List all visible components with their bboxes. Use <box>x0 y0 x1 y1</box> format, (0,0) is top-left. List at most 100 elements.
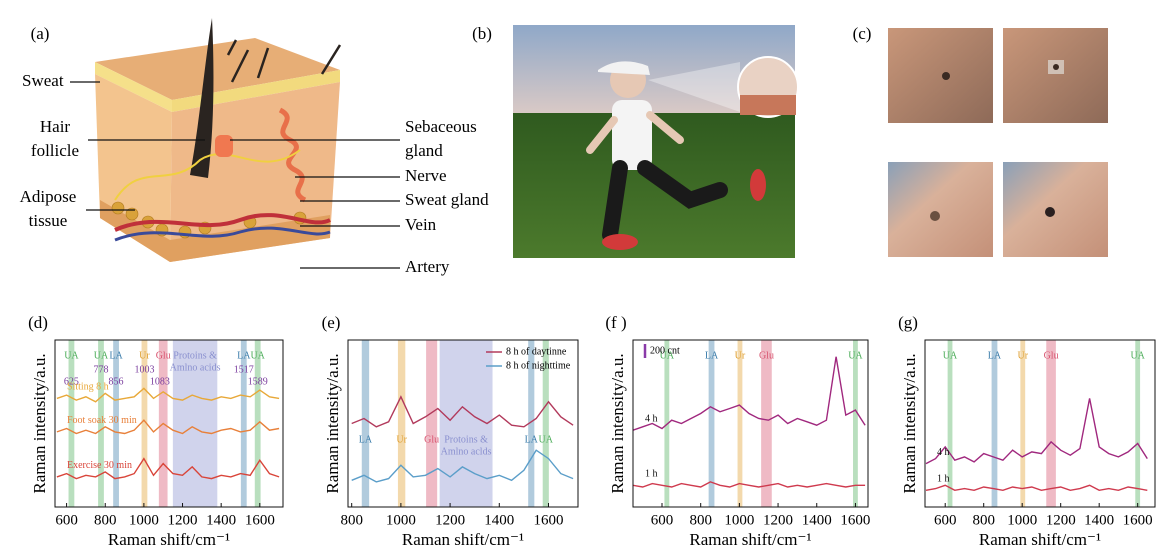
figure: (a) (b) (c) Sweat Hair follicle Adipose tissue S… <box>0 0 1158 551</box>
band <box>1046 340 1056 507</box>
band-label: Ur <box>735 350 746 361</box>
x-tick-label: 1000 <box>1007 512 1037 528</box>
peak-label: 1589 <box>248 376 268 387</box>
x-tick-label: 600 <box>651 512 674 528</box>
x-tick-label: 1400 <box>802 512 832 528</box>
band-label: Amlno acids <box>170 362 221 373</box>
band-label: Glu <box>156 350 171 361</box>
x-axis-label: Raman shift/cm⁻¹ <box>402 530 524 549</box>
x-tick-label: 1600 <box>1123 512 1153 528</box>
spectrum <box>926 485 1147 490</box>
band-label: LA <box>525 434 539 445</box>
series-label: 1 h <box>645 469 658 480</box>
peak-label: 856 <box>109 376 124 387</box>
x-tick-label: 1200 <box>168 512 198 528</box>
series-label: 4 h <box>937 447 950 458</box>
x-tick-label: 1400 <box>1084 512 1114 528</box>
spectrum <box>926 398 1147 463</box>
band-label: Protoins & <box>444 434 488 445</box>
band-label: UA <box>848 350 863 361</box>
x-tick-label: 600 <box>55 512 78 528</box>
annotation: Sweat gland <box>405 190 489 209</box>
x-tick-label: 1600 <box>245 512 275 528</box>
band-label: UA <box>943 350 958 361</box>
panel-label: (b) <box>472 24 492 43</box>
peak-label: 1083 <box>150 376 170 387</box>
band-label: Glu <box>759 350 774 361</box>
band <box>426 340 437 507</box>
band-label: UA <box>539 434 554 445</box>
band-label: Ur <box>396 434 407 445</box>
peak-label: 1517 <box>234 364 254 375</box>
scale-label: 200 cnt <box>650 345 680 356</box>
band-label: LA <box>705 350 719 361</box>
band-label: UA <box>94 350 109 361</box>
legend-label: 8 h of nighttime <box>506 360 571 371</box>
annotation: Hair <box>40 117 71 136</box>
x-tick-label: 1600 <box>840 512 870 528</box>
band <box>1020 340 1025 507</box>
series-label: 4 h <box>645 413 658 424</box>
annotation: Nerve <box>405 166 447 185</box>
x-tick-label: 1400 <box>484 512 514 528</box>
x-tick-label: 600 <box>934 512 957 528</box>
x-tick-label: 1000 <box>386 512 416 528</box>
x-tick-label: 800 <box>972 512 995 528</box>
x-tick-label: 1000 <box>129 512 159 528</box>
x-tick-label: 800 <box>689 512 712 528</box>
peak-label: 1003 <box>134 364 154 375</box>
annotation: Sebaceous <box>405 117 477 136</box>
x-tick-label: 1400 <box>206 512 236 528</box>
band-label: LA <box>237 350 251 361</box>
peak-label: 778 <box>93 364 108 375</box>
y-axis-label: Raman intensity/a.u. <box>323 353 342 493</box>
band-label: Ur <box>139 350 150 361</box>
panel-label: (d) <box>28 313 48 332</box>
band-label: UA <box>250 350 265 361</box>
band-label: LA <box>359 434 373 445</box>
annotation: Adipose <box>20 187 77 206</box>
band-label: LA <box>109 350 123 361</box>
band-label: LA <box>988 350 1002 361</box>
band <box>440 340 493 507</box>
band-label: Ur <box>1017 350 1028 361</box>
panel-label: (f ) <box>605 313 626 332</box>
x-tick-label: 1000 <box>724 512 754 528</box>
annotation: gland <box>405 141 443 160</box>
band-label: Protoins & <box>173 350 217 361</box>
band-label: Glu <box>424 434 439 445</box>
x-axis-label: Raman shift/cm⁻¹ <box>979 530 1101 549</box>
x-tick-label: 800 <box>94 512 117 528</box>
y-axis-label: Raman intensity/a.u. <box>900 353 919 493</box>
panel-label: (c) <box>853 24 872 43</box>
x-tick-label: 1200 <box>435 512 465 528</box>
series-label: Sitting 8 h <box>67 382 109 393</box>
band-label: UA <box>1130 350 1145 361</box>
x-axis-label: Raman shift/cm⁻¹ <box>108 530 230 549</box>
x-axis-label: Raman shift/cm⁻¹ <box>689 530 811 549</box>
x-tick-label: 800 <box>340 512 363 528</box>
band <box>1135 340 1140 507</box>
annotation: Sweat <box>22 71 64 90</box>
band <box>853 340 858 507</box>
panel-label: (a) <box>31 24 50 43</box>
panel-label: (e) <box>322 313 341 332</box>
band-label: Glu <box>1044 350 1059 361</box>
annotation: tissue <box>29 211 68 230</box>
annotation: follicle <box>31 141 79 160</box>
x-tick-label: 1600 <box>533 512 563 528</box>
y-axis-label: Raman intensity/a.u. <box>608 353 627 493</box>
band <box>738 340 743 507</box>
series-label: Foot soak 30 min <box>67 415 137 426</box>
y-axis-label: Raman intensity/a.u. <box>30 353 49 493</box>
photos <box>888 28 1108 257</box>
series-label: Exercise 30 min <box>67 460 132 471</box>
series-label: 1 h <box>937 474 950 485</box>
plot-frame <box>925 340 1155 507</box>
band <box>398 340 405 507</box>
panel-label: (g) <box>898 313 918 332</box>
band-label: Amlno aclds <box>441 446 492 457</box>
x-tick-label: 1200 <box>1046 512 1076 528</box>
runner-scene <box>513 25 798 258</box>
annotation: Artery <box>405 257 450 276</box>
